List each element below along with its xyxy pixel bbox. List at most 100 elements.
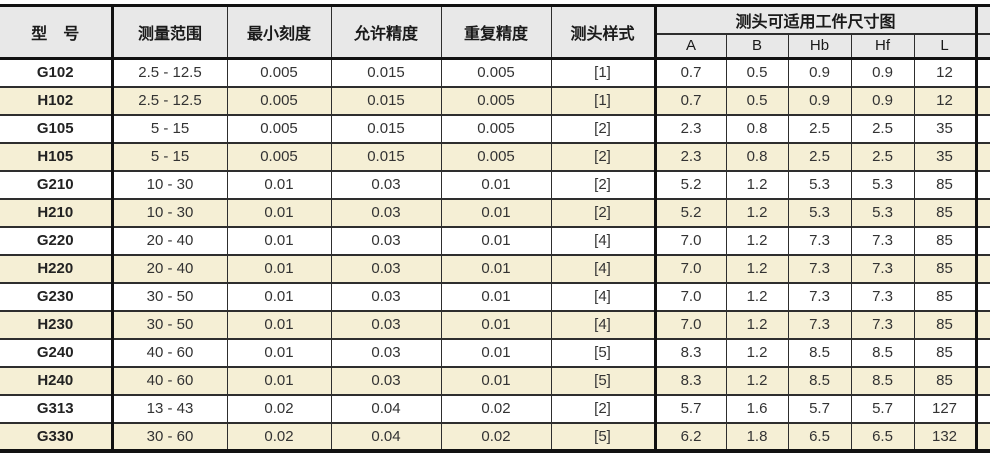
header-size-hf: Hf (851, 33, 915, 60)
cell-repeat-accuracy: 0.005 (441, 58, 552, 88)
cropped-next-column-cell (976, 114, 990, 144)
cell-size-b: 1.2 (726, 170, 789, 200)
cell-probe-style: [5] (551, 366, 657, 396)
cell-size-b: 1.2 (726, 310, 789, 340)
cell-size-b: 1.2 (726, 338, 789, 368)
cropped-next-column-cell (976, 170, 990, 200)
cell-size-b: 1.8 (726, 422, 789, 451)
table-row: G240 40 - 60 0.01 0.03 0.01 [5] 8.3 1.2 … (0, 338, 990, 368)
cell-range: 20 - 40 (112, 254, 228, 284)
cropped-next-column-cell (976, 226, 990, 256)
cell-size-hf: 7.3 (851, 254, 915, 284)
cell-size-hf: 7.3 (851, 310, 915, 340)
cell-probe-style: [2] (551, 394, 657, 424)
cropped-next-column-cell (976, 142, 990, 172)
cell-size-b: 1.2 (726, 198, 789, 228)
cell-model: H210 (0, 198, 114, 228)
cell-size-a: 0.7 (655, 58, 727, 88)
cell-probe-style: [2] (551, 198, 657, 228)
cell-size-a: 6.2 (655, 422, 727, 451)
cell-repeat-accuracy: 0.01 (441, 198, 552, 228)
cell-size-hb: 0.9 (788, 58, 852, 88)
cropped-next-column-cell (976, 310, 990, 340)
cell-size-l: 12 (914, 86, 978, 116)
cell-size-l: 85 (914, 282, 978, 312)
cropped-next-column-header (976, 5, 990, 35)
cell-repeat-accuracy: 0.01 (441, 282, 552, 312)
cell-range: 2.5 - 12.5 (112, 58, 228, 88)
cell-probe-style: [4] (551, 254, 657, 284)
cell-size-a: 5.2 (655, 170, 727, 200)
cell-size-l: 127 (914, 394, 978, 424)
cell-size-l: 12 (914, 58, 978, 88)
cell-model: G220 (0, 226, 114, 256)
cell-probe-style: [2] (551, 114, 657, 144)
cell-size-hb: 8.5 (788, 366, 852, 396)
cell-allowed-accuracy: 0.03 (331, 366, 442, 396)
cell-repeat-accuracy: 0.01 (441, 366, 552, 396)
cell-min-scale: 0.01 (227, 282, 332, 312)
cropped-next-column-cell (976, 338, 990, 368)
cell-size-b: 1.2 (726, 282, 789, 312)
cell-repeat-accuracy: 0.01 (441, 254, 552, 284)
table-row: H105 5 - 15 0.005 0.015 0.005 [2] 2.3 0.… (0, 142, 990, 172)
cell-range: 30 - 50 (112, 310, 228, 340)
cropped-next-column-cell (976, 422, 990, 451)
cell-repeat-accuracy: 0.01 (441, 338, 552, 368)
header-model: 型 号 (0, 5, 114, 60)
cell-size-a: 7.0 (655, 310, 727, 340)
cell-size-hb: 0.9 (788, 86, 852, 116)
spec-table-body: G102 2.5 - 12.5 0.005 0.015 0.005 [1] 0.… (0, 58, 990, 451)
cell-range: 13 - 43 (112, 394, 228, 424)
cell-size-hf: 5.3 (851, 198, 915, 228)
cell-size-hb: 7.3 (788, 310, 852, 340)
cell-repeat-accuracy: 0.02 (441, 394, 552, 424)
cell-model: H230 (0, 310, 114, 340)
cell-repeat-accuracy: 0.005 (441, 142, 552, 172)
cell-size-hb: 5.3 (788, 170, 852, 200)
cell-allowed-accuracy: 0.015 (331, 58, 442, 88)
cell-range: 5 - 15 (112, 142, 228, 172)
cell-size-l: 132 (914, 422, 978, 451)
cell-size-l: 85 (914, 226, 978, 256)
cell-range: 2.5 - 12.5 (112, 86, 228, 116)
table-row: G330 30 - 60 0.02 0.04 0.02 [5] 6.2 1.8 … (0, 422, 990, 451)
cell-probe-style: [4] (551, 282, 657, 312)
cell-model: G313 (0, 394, 114, 424)
cell-size-l: 85 (914, 170, 978, 200)
cell-range: 10 - 30 (112, 198, 228, 228)
cell-size-l: 85 (914, 366, 978, 396)
cell-allowed-accuracy: 0.03 (331, 338, 442, 368)
cell-size-b: 1.2 (726, 226, 789, 256)
header-size-a: A (655, 33, 727, 60)
cell-probe-style: [1] (551, 58, 657, 88)
table-row: H220 20 - 40 0.01 0.03 0.01 [4] 7.0 1.2 … (0, 254, 990, 284)
cell-model: H220 (0, 254, 114, 284)
cropped-next-column-cell (976, 198, 990, 228)
cell-size-a: 2.3 (655, 142, 727, 172)
cell-range: 40 - 60 (112, 366, 228, 396)
table-row: H102 2.5 - 12.5 0.005 0.015 0.005 [1] 0.… (0, 86, 990, 116)
cell-model: G210 (0, 170, 114, 200)
cell-model: G240 (0, 338, 114, 368)
cell-size-b: 1.6 (726, 394, 789, 424)
table-row: G105 5 - 15 0.005 0.015 0.005 [2] 2.3 0.… (0, 114, 990, 144)
cell-probe-style: [5] (551, 338, 657, 368)
cell-size-l: 85 (914, 254, 978, 284)
cell-size-hf: 7.3 (851, 226, 915, 256)
cell-size-hb: 5.3 (788, 198, 852, 228)
cell-model: H240 (0, 366, 114, 396)
cell-probe-style: [2] (551, 170, 657, 200)
cell-size-hb: 7.3 (788, 226, 852, 256)
cell-size-hf: 8.5 (851, 338, 915, 368)
cell-min-scale: 0.01 (227, 226, 332, 256)
table-row: G102 2.5 - 12.5 0.005 0.015 0.005 [1] 0.… (0, 58, 990, 88)
cropped-next-column-cell (976, 394, 990, 424)
cell-repeat-accuracy: 0.005 (441, 114, 552, 144)
cell-size-b: 1.2 (726, 254, 789, 284)
table-row: H240 40 - 60 0.01 0.03 0.01 [5] 8.3 1.2 … (0, 366, 990, 396)
cell-size-hf: 6.5 (851, 422, 915, 451)
cell-size-hf: 5.3 (851, 170, 915, 200)
cell-range: 5 - 15 (112, 114, 228, 144)
